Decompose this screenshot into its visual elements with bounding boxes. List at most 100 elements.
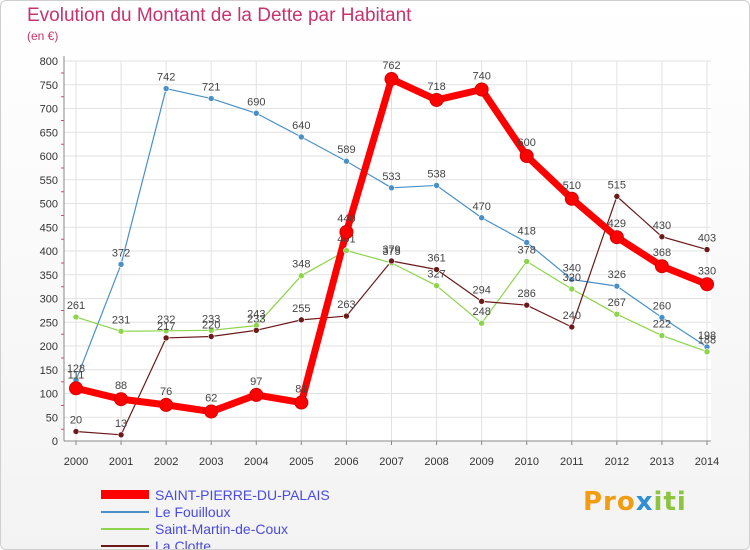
y-tick-label-500: 500 — [40, 199, 58, 211]
series-3-point-2003 — [207, 333, 215, 340]
series-0-point-2010 — [519, 149, 534, 163]
series-2-label-2001: 231 — [112, 314, 130, 326]
series-0-point-2002 — [159, 397, 174, 412]
series-3-label-2000: 20 — [70, 415, 82, 427]
series-0-point-2003 — [204, 404, 219, 419]
x-tick-label-2000: 2000 — [64, 456, 88, 468]
series-1-label-2001: 372 — [112, 247, 130, 259]
series-1-point-2009 — [478, 214, 485, 222]
series-3-point-2010 — [523, 301, 531, 309]
series-1-point-2013 — [658, 314, 666, 321]
series-1-point-2011 — [568, 276, 576, 283]
series-3-label-2014: 403 — [698, 233, 716, 245]
chart-title: Evolution du Montant de la Dette par Hab… — [27, 5, 412, 26]
series-3-point-2005 — [298, 316, 305, 324]
y-tick-label-750: 750 — [40, 80, 58, 92]
y-tick-label-800: 800 — [40, 56, 58, 68]
series-0-label-2007: 762 — [382, 60, 400, 72]
series-2-label-2007: 375 — [382, 246, 400, 258]
series-3-point-2013 — [658, 233, 666, 241]
series-0-point-2012 — [609, 230, 624, 245]
y-tick-label-650: 650 — [40, 127, 58, 139]
series-2-point-2009 — [478, 319, 485, 327]
series-2-label-2013: 222 — [653, 319, 671, 331]
series-0-point-2005 — [294, 395, 309, 410]
series-0-label-2000: 111 — [68, 369, 85, 381]
series-1-label-2013: 260 — [653, 301, 671, 313]
series-0-label-2003: 62 — [205, 393, 217, 405]
series-3-point-2012 — [613, 193, 621, 200]
x-tick-label-2001: 2001 — [109, 456, 133, 468]
series-0-point-2009 — [474, 82, 489, 97]
series-2-point-2014 — [703, 348, 711, 356]
x-tick-label-2011: 2011 — [560, 456, 584, 468]
series-0-label-2010: 600 — [518, 137, 536, 149]
legend-item-la-clotte: La Clotte — [101, 537, 330, 550]
legend-item-le-fouilloux: Le Fouilloux — [101, 503, 330, 520]
series-0-label-2012: 429 — [608, 218, 626, 230]
series-2-label-2002: 232 — [157, 314, 175, 326]
series-0-point-2000 — [69, 381, 83, 396]
x-tick-label-2010: 2010 — [514, 456, 538, 468]
series-2-label-2000: 261 — [67, 300, 85, 312]
series-1-label-2006: 589 — [337, 144, 355, 156]
y-axis-unit: (en €) — [27, 29, 59, 43]
y-tick-label-600: 600 — [40, 151, 58, 163]
series-2-point-2005 — [298, 272, 305, 280]
series-0-point-2006 — [339, 225, 354, 239]
series-3-label-2001: 13 — [115, 418, 127, 430]
series-2-point-2010 — [523, 258, 531, 265]
series-3-label-2006: 263 — [337, 299, 355, 311]
y-tick-label-550: 550 — [40, 175, 58, 187]
series-2-point-2001 — [117, 327, 125, 335]
series-2-label-2010: 378 — [518, 244, 536, 256]
y-tick-label-300: 300 — [40, 294, 58, 306]
series-3-label-2004: 233 — [247, 313, 265, 325]
series-3-label-2007: 379 — [382, 244, 400, 256]
series-0-label-2011: 510 — [563, 180, 581, 192]
legend-label-le-fouilloux: Le Fouilloux — [155, 503, 231, 520]
y-tick-label-700: 700 — [40, 104, 58, 116]
series-1-point-2001 — [117, 260, 125, 268]
legend-item-saint-martin: Saint-Martin-de-Coux — [101, 520, 330, 537]
legend-label-saint-martin: Saint-Martin-de-Coux — [155, 520, 289, 537]
series-0-label-2002: 76 — [160, 386, 172, 398]
x-tick-label-2004: 2004 — [244, 456, 268, 468]
series-2-label-2009: 248 — [472, 306, 490, 318]
series-2-point-2008 — [433, 282, 440, 289]
x-tick-label-2006: 2006 — [334, 456, 358, 468]
proxiti-logo: Proxiti — [583, 487, 687, 517]
series-0-point-2004 — [249, 387, 264, 402]
series-1-point-2010 — [523, 239, 531, 246]
series-0-point-2008 — [429, 92, 444, 107]
x-tick-label-2009: 2009 — [469, 456, 493, 468]
legend-item-saint-pierre: SAINT-PIERRE-DU-PALAIS — [101, 486, 330, 503]
series-3-label-2011: 240 — [563, 310, 581, 322]
series-2-label-2003: 233 — [202, 313, 220, 325]
series-3-label-2005: 255 — [292, 303, 310, 315]
series-2-point-2013 — [658, 332, 666, 339]
series-3-label-2010: 286 — [518, 288, 536, 300]
series-2-label-2005: 348 — [292, 259, 310, 271]
series-1-point-2002 — [162, 85, 170, 92]
legend-swatch-saint-pierre — [101, 490, 149, 499]
y-tick-label-400: 400 — [40, 246, 58, 258]
series-2-label-2004: 243 — [247, 309, 265, 321]
series-0-point-2014 — [700, 277, 714, 292]
logo-part-3: iti — [653, 487, 687, 517]
series-3-label-2003: 220 — [202, 320, 220, 332]
series-3-point-2000 — [72, 428, 80, 435]
series-2-point-2012 — [613, 310, 621, 318]
series-1-point-2004 — [252, 109, 260, 117]
x-tick-label-2002: 2002 — [154, 456, 178, 468]
series-2-point-2002 — [162, 327, 170, 335]
series-0-label-2006: 440 — [337, 213, 355, 225]
series-1-point-2007 — [388, 184, 395, 192]
series-3-point-2007 — [388, 257, 395, 265]
series-3-point-2011 — [568, 323, 576, 331]
series-1-point-2003 — [207, 95, 215, 102]
logo-part-1: Pro — [583, 487, 636, 517]
legend-label-la-clotte: La Clotte — [155, 537, 212, 550]
legend-swatch-la-clotte — [101, 544, 149, 547]
